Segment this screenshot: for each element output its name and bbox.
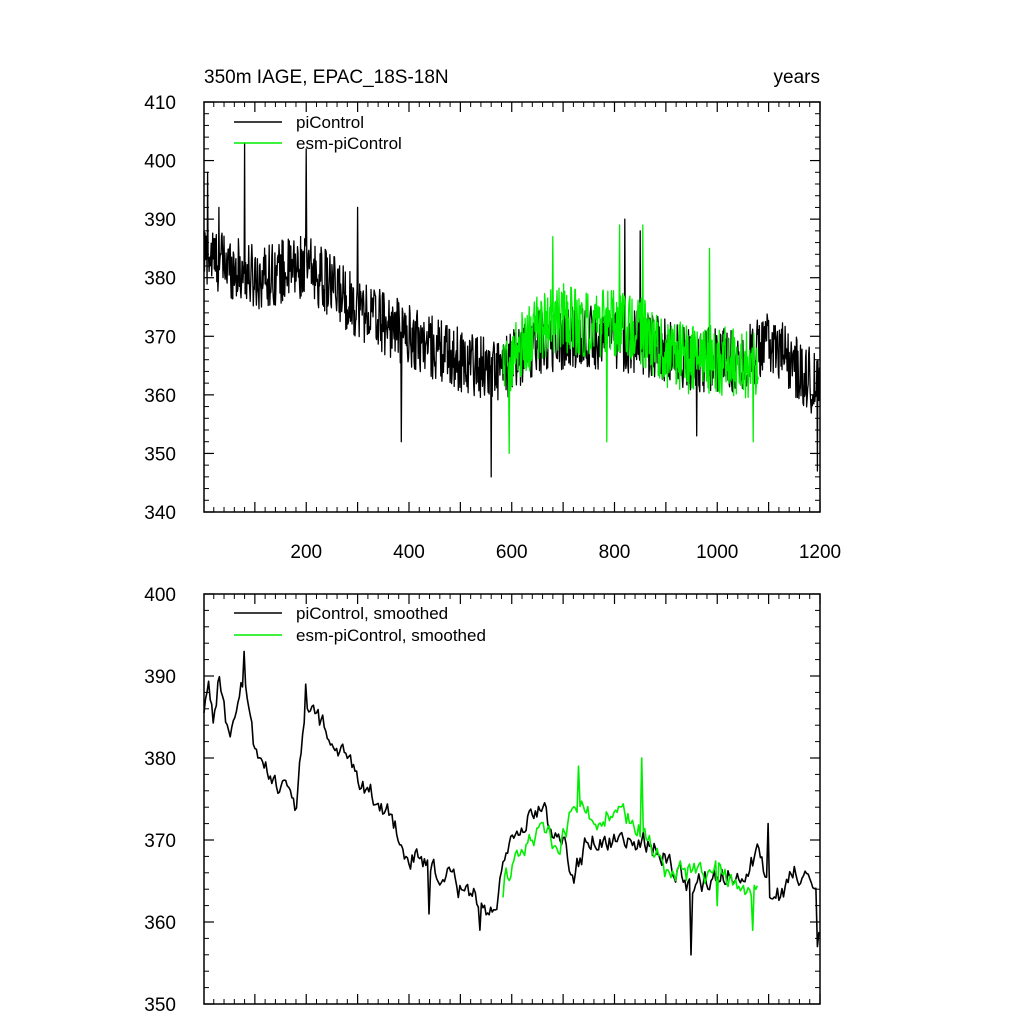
y-tick-label: 370 — [144, 327, 176, 348]
y-tick-label: 350 — [144, 995, 176, 1016]
legend-label-esm-picontrol-smoothed: esm-piControl, smoothed — [296, 626, 486, 645]
bottom-panel: 350 360 370 380 390 400 piControl, smoothed e… — [144, 585, 821, 1016]
y-tick-label: 400 — [144, 152, 176, 173]
x-tick-label: 1200 — [799, 542, 841, 563]
plot-frame — [203, 101, 821, 513]
legend: piControl, smoothed esm-piControl, smoot… — [234, 604, 486, 645]
x-tick-label: 200 — [290, 542, 322, 563]
legend-label-picontrol: piControl — [296, 113, 364, 132]
x-tick-label: 1000 — [696, 542, 738, 563]
y-tick-label: 360 — [144, 913, 176, 934]
y-tick-label: 390 — [144, 667, 176, 688]
x-tick-label: 800 — [599, 542, 631, 563]
y-tick-label: 370 — [144, 831, 176, 852]
y-tick-label: 380 — [144, 269, 176, 290]
series-line-picontrol-smoothed — [203, 650, 820, 956]
y-tick-label: 380 — [144, 749, 176, 770]
panel-title-right: years — [774, 67, 820, 88]
y-tick-label: 340 — [144, 503, 176, 524]
y-tick-label: 360 — [144, 386, 176, 407]
top-panel: 350m IAGE, EPAC_18S-18N years 340 350 360 3… — [144, 67, 841, 563]
legend-label-esm-picontrol: esm-piControl — [296, 134, 402, 153]
series-line-esm-picontrol-smoothed — [502, 757, 759, 931]
series-line-esm-picontrol — [502, 224, 759, 455]
series-line-picontrol — [203, 142, 821, 478]
y-tick-label: 410 — [144, 93, 176, 114]
y-tick-label: 350 — [144, 444, 176, 465]
legend: piControl esm-piControl — [234, 113, 402, 153]
y-tick-label: 400 — [144, 585, 176, 606]
panel-title: 350m IAGE, EPAC_18S-18N — [204, 67, 449, 88]
plot-frame — [203, 593, 821, 1005]
y-tick-label: 390 — [144, 210, 176, 231]
x-tick-label: 400 — [393, 542, 425, 563]
legend-label-picontrol-smoothed: piControl, smoothed — [296, 604, 448, 623]
x-tick-label: 600 — [496, 542, 528, 563]
